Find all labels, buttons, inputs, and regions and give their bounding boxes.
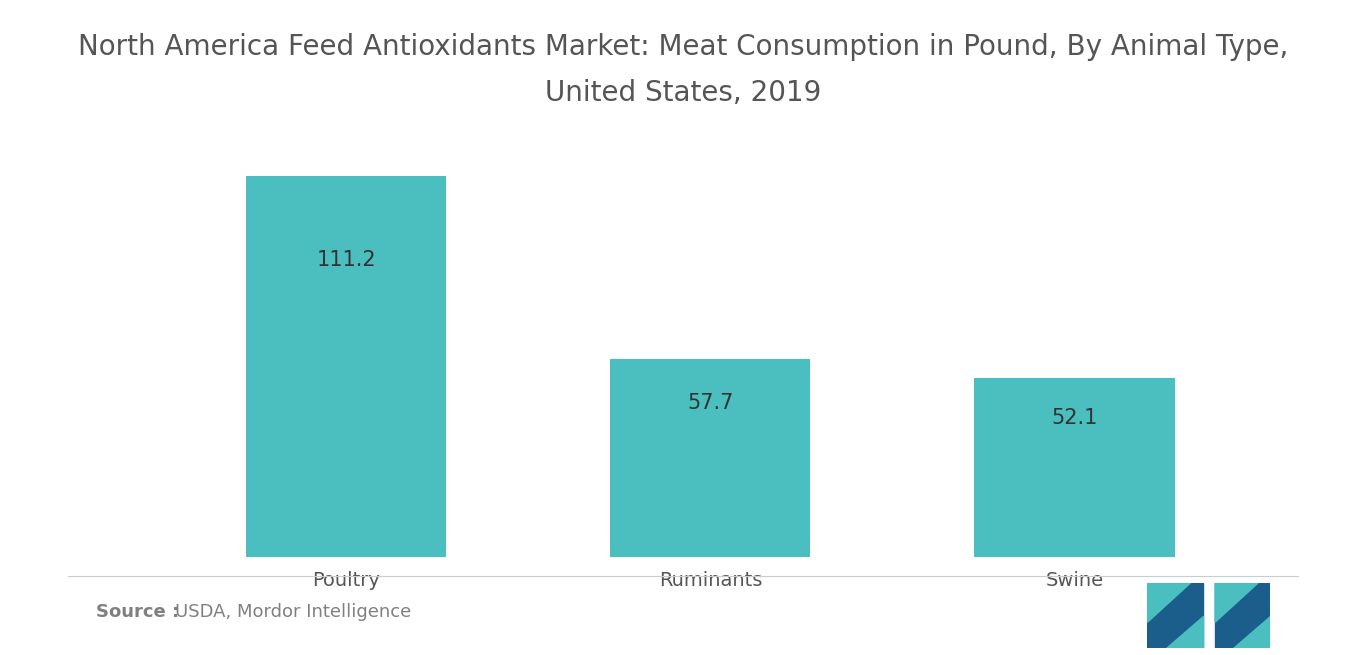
Text: 52.1: 52.1	[1052, 407, 1098, 428]
Bar	[246, 176, 447, 557]
Text: United States, 2019: United States, 2019	[545, 79, 821, 107]
Text: 111.2: 111.2	[317, 250, 376, 270]
Polygon shape	[1147, 583, 1191, 622]
Polygon shape	[1233, 616, 1270, 648]
Text: 57.7: 57.7	[687, 392, 734, 413]
Text: USDA, Mordor Intelligence: USDA, Mordor Intelligence	[175, 603, 411, 622]
Polygon shape	[1167, 616, 1202, 648]
Text: Source :: Source :	[96, 603, 179, 622]
Polygon shape	[1147, 583, 1202, 648]
Polygon shape	[1216, 583, 1258, 622]
Text: North America Feed Antioxidants Market: Meat Consumption in Pound, By Animal Typ: North America Feed Antioxidants Market: …	[78, 33, 1288, 61]
Bar	[611, 359, 810, 557]
Polygon shape	[1216, 583, 1270, 648]
Bar	[974, 378, 1175, 557]
